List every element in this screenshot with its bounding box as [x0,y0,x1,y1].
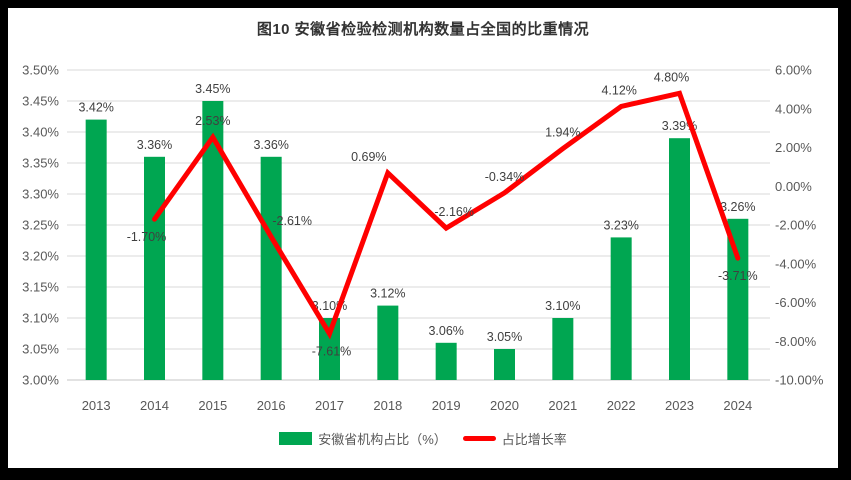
bar-series-swatch-icon [279,432,313,445]
y-axis-right-tick-label: 2.00% [775,140,812,155]
x-axis-tick-label: 2018 [373,398,402,413]
x-axis-tick-label: 2015 [198,398,227,413]
bar-value-label: 3.23% [603,218,638,232]
y-axis-right-tick-label: -6.00% [775,295,817,310]
bar-value-label: 3.05% [487,330,522,344]
y-axis-left-tick-label: 3.25% [22,218,59,233]
line-value-label: -7.61% [312,345,352,359]
line-value-label: 1.94% [545,126,580,140]
bar-value-label: 3.10% [545,299,580,313]
growth-rate-line [152,90,741,340]
legend-item-bar-series: 安徽省机构占比（%） [279,429,447,448]
bar-value-label: 3.26% [720,200,755,214]
bar-value-label: 3.12% [370,287,405,301]
bar [377,305,399,380]
line-value-label: 2.53% [195,114,230,128]
line-value-label: -2.16% [434,205,474,219]
bar [494,349,515,380]
x-axis-tick-label: 2019 [432,398,461,413]
y-axis-right-tick-label: 6.00% [775,63,812,78]
y-axis-left-tick-label: 3.10% [22,311,59,326]
x-axis-tick-label: 2013 [82,398,111,413]
line-series-swatch-icon [462,436,496,441]
y-axis-right-tick-label: -4.00% [775,256,817,271]
x-axis-tick-label: 2021 [548,398,577,413]
bar-value-label: 3.45% [195,82,230,96]
bar-value-label: 3.36% [253,138,288,152]
y-axis-left-tick-label: 3.30% [22,187,59,202]
bar [202,101,224,380]
line-value-label: -0.34% [485,170,525,184]
y-axis-right-tick-label: -10.00% [775,373,824,388]
bar [669,138,690,380]
legend: 安徽省机构占比（%） 占比增长率 [8,429,838,448]
y-axis-left-tick-label: 3.50% [22,63,59,78]
y-axis-right-tick-label: -8.00% [775,334,817,349]
bar [85,119,107,380]
y-axis-right-tick-label: -2.00% [775,218,817,233]
y-axis-right-tick-label: 4.00% [775,101,812,116]
x-axis-tick-label: 2014 [140,398,169,413]
y-axis-left-tick-label: 3.45% [22,94,59,109]
bar [552,318,574,380]
y-axis-right-tick-label: 0.00% [775,179,812,194]
y-axis-left-tick-label: 3.40% [22,125,59,140]
x-axis-tick-label: 2017 [315,398,344,413]
legend-item-line-series: 占比增长率 [462,429,567,448]
bar [727,218,749,380]
bar-value-label: 3.06% [428,324,463,338]
bar [260,156,282,380]
bar [319,318,340,380]
legend-label-line-series: 占比增长率 [501,432,567,447]
x-axis-tick-label: 2022 [607,398,636,413]
legend-label-bar-series: 安徽省机构占比（%） [318,432,447,447]
x-axis-tick-label: 2024 [723,398,752,413]
bar-value-label: 3.42% [78,101,113,115]
y-axis-left-tick-label: 3.35% [22,156,59,171]
x-axis-tick-label: 2020 [490,398,519,413]
chart-title: 图10 安徽省检验检测机构数量占全国的比重情况 [256,21,590,38]
bar [435,342,457,380]
y-axis-left-tick-label: 3.15% [22,280,59,295]
line-value-label: -1.70% [127,230,167,244]
bar-value-label: 3.36% [137,138,172,152]
y-axis-left-tick-label: 3.05% [22,342,59,357]
plot-area: 3.50% 3.45% 3.40% 3.35% 3.30% 3.25% 3.20% 3.15%… [22,63,824,414]
chart-panel: 图10 安徽省检验检测机构数量占全国的比重情况 3.50% 3.45% 3.40% 3… [8,8,838,468]
line-value-label: 4.80% [654,70,689,84]
line-value-label: 4.12% [601,83,636,97]
line-value-label: 0.69% [351,150,386,164]
y-axis-left-tick-label: 3.00% [22,373,59,388]
bar [144,156,165,380]
x-axis-tick-label: 2023 [665,398,694,413]
x-axis-tick-label: 2016 [257,398,286,413]
bar [610,237,632,380]
y-axis-left-tick-label: 3.20% [22,249,59,264]
line-value-label: -3.71% [718,269,758,283]
line-value-label: -2.61% [272,214,312,228]
